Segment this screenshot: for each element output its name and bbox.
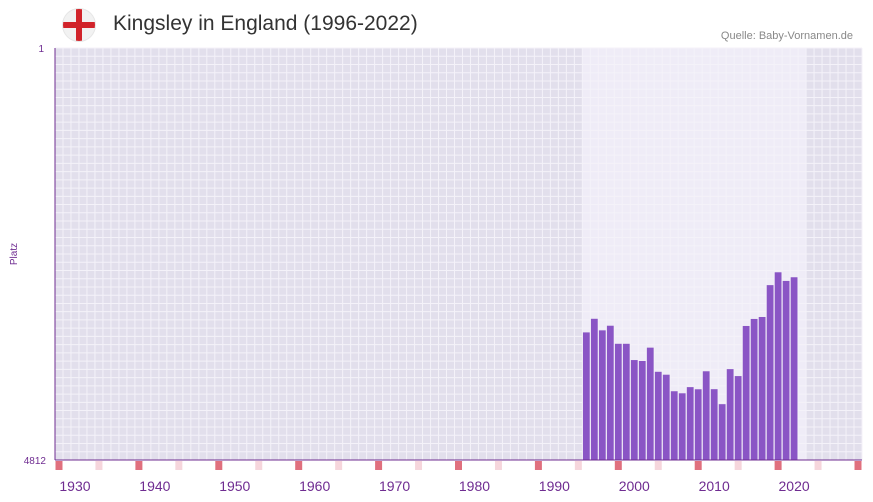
bar-2007	[686, 387, 694, 460]
chart-title: Kingsley in England (1996-2022)	[113, 12, 418, 35]
year-marker-light	[255, 461, 263, 470]
bar-2009	[702, 371, 710, 460]
bar-2010	[710, 389, 718, 460]
year-marker-light	[654, 461, 662, 470]
year-marker-strong	[135, 461, 143, 470]
x-tick-label: 1950	[219, 478, 250, 494]
bar-2015	[750, 318, 758, 460]
x-tick-label: 2020	[779, 478, 810, 494]
bar-2020	[790, 277, 798, 460]
england-flag-icon	[63, 9, 95, 41]
year-marker-strong	[295, 461, 303, 470]
year-marker-light	[415, 461, 423, 470]
x-tick-label: 2000	[619, 478, 650, 494]
x-tick-label: 1960	[299, 478, 330, 494]
bar-2003	[654, 371, 662, 460]
bar-2011	[718, 404, 726, 460]
bar-1996	[598, 330, 606, 460]
x-tick-label: 1970	[379, 478, 410, 494]
bar-2018	[774, 272, 782, 460]
bar-2002	[646, 347, 654, 460]
source-link[interactable]: Quelle: Baby-Vornamen.de	[720, 30, 853, 42]
bar-2012	[726, 369, 734, 460]
bar-2016	[758, 316, 766, 460]
year-marker-light	[335, 461, 343, 470]
bar-2017	[766, 285, 774, 460]
year-marker-light	[734, 461, 742, 470]
bar-2001	[638, 361, 646, 460]
year-marker-strong	[774, 461, 782, 470]
chart-header: Kingsley in England (1996-2022) Quelle: …	[0, 0, 873, 48]
bar-2005	[670, 391, 678, 460]
bar-2008	[694, 389, 702, 460]
x-tick-label: 1980	[459, 478, 490, 494]
year-marker-strong	[614, 461, 622, 470]
year-marker-light	[95, 461, 103, 470]
x-tick-label: 1990	[539, 478, 570, 494]
bar-1997	[606, 325, 614, 460]
x-tick-label: 1940	[139, 478, 170, 494]
bar-2006	[678, 393, 686, 460]
bar-1995	[590, 318, 598, 460]
year-marker-light	[494, 461, 502, 470]
year-marker-strong	[215, 461, 223, 470]
y-tick-label: 1	[38, 44, 44, 55]
year-marker-light	[175, 461, 183, 470]
bar-1994	[582, 332, 590, 460]
year-marker-strong	[375, 461, 383, 470]
year-marker-strong	[694, 461, 702, 470]
bar-2013	[734, 376, 742, 460]
y-tick-label: 4812	[24, 456, 47, 467]
bar-2000	[630, 360, 638, 460]
bar-2004	[662, 374, 670, 460]
year-marker-strong	[55, 461, 63, 470]
x-tick-label: 2010	[699, 478, 730, 494]
year-marker-strong	[854, 461, 862, 470]
bar-1999	[622, 343, 630, 460]
year-marker-light	[574, 461, 582, 470]
year-marker-strong	[534, 461, 542, 470]
bar-2014	[742, 325, 750, 460]
year-marker-light	[814, 461, 822, 470]
year-marker-strong	[455, 461, 462, 470]
y-axis-title: Platz	[9, 243, 20, 265]
bar-1998	[614, 343, 622, 460]
bar-2019	[782, 280, 790, 460]
x-tick-label: 1930	[59, 478, 90, 494]
